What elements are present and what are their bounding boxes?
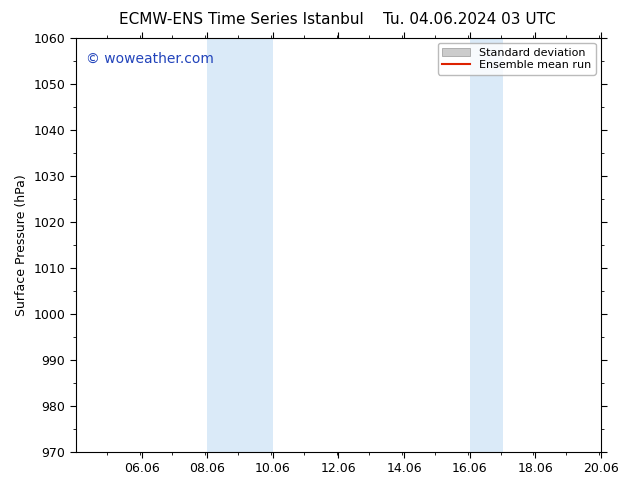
Bar bbox=[470, 38, 503, 452]
Text: ECMW-ENS Time Series Istanbul: ECMW-ENS Time Series Istanbul bbox=[119, 12, 363, 27]
Bar bbox=[207, 38, 273, 452]
Text: © woweather.com: © woweather.com bbox=[86, 52, 214, 66]
Y-axis label: Surface Pressure (hPa): Surface Pressure (hPa) bbox=[15, 174, 28, 316]
Text: Tu. 04.06.2024 03 UTC: Tu. 04.06.2024 03 UTC bbox=[383, 12, 555, 27]
Legend: Standard deviation, Ensemble mean run: Standard deviation, Ensemble mean run bbox=[437, 43, 595, 74]
